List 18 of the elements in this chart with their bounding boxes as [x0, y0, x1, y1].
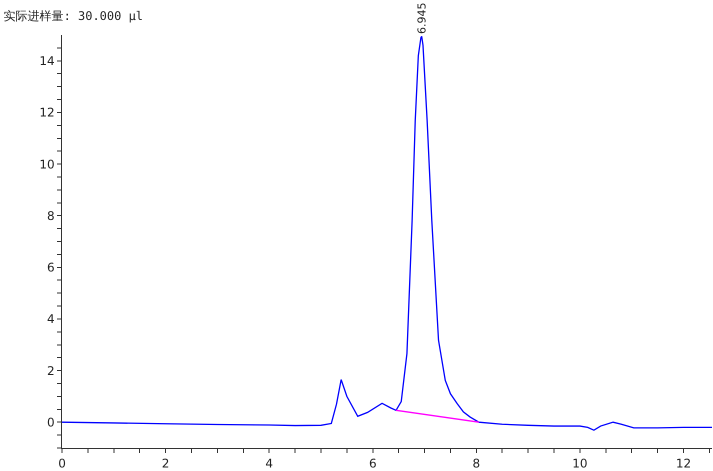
y-tick-label: 8 [46, 208, 55, 223]
x-tick-label: 4 [265, 456, 273, 470]
x-tick-label: 0 [58, 456, 66, 470]
y-tick-label: 0 [46, 415, 55, 430]
y-tick-label: 6 [46, 260, 55, 275]
y-tick-label: 12 [39, 106, 55, 120]
y-tick-label: 2 [46, 364, 55, 378]
x-tick-label: 12 [676, 456, 692, 470]
x-tick-label: 8 [472, 456, 480, 470]
annotation: 6.945 [415, 2, 428, 34]
line-series [62, 36, 712, 431]
y-tick-label: 14 [39, 54, 55, 68]
y-tick-label: 10 [39, 157, 55, 172]
x-tick-label: 6 [368, 456, 377, 470]
chart-title: 实际进样量: 30.000 µl [4, 9, 144, 24]
y-tick-label: 4 [46, 312, 55, 326]
x-tick-label: 10 [572, 456, 588, 470]
x-tick-label: 2 [162, 456, 170, 470]
